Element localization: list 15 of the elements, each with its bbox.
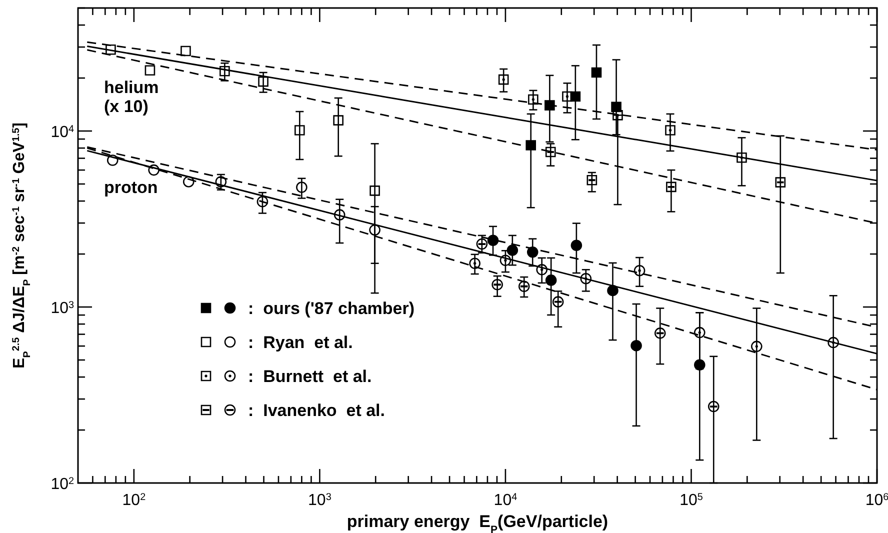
x-tick-label: 10$^{5}$ — [680, 492, 704, 509]
legend-label: : Ryan et al. — [248, 333, 353, 352]
x-tick-label: 10$^{4}$ — [494, 492, 518, 509]
x-tick-label: 10$^{6}$ — [865, 492, 888, 509]
annotation: helium (x 10) — [104, 78, 159, 116]
x-tick-label: 10$^{2}$ — [122, 492, 146, 509]
legend-label: : ours ('87 chamber) — [248, 299, 415, 318]
y-tick-label: 10$^{2}$ — [50, 476, 74, 493]
legend-label: : Burnett et al. — [248, 367, 372, 386]
legend-label: : Ivanenko et al. — [248, 401, 385, 420]
x-axis-title: primary energy E$_{P}$(GeV/particle) — [346, 512, 608, 533]
annotation: proton — [104, 178, 158, 197]
y-tick-label: 10$^{3}$ — [50, 300, 74, 318]
y-tick-label: 10$^{4}$ — [50, 124, 74, 142]
x-tick-label: 10$^{3}$ — [308, 492, 332, 509]
